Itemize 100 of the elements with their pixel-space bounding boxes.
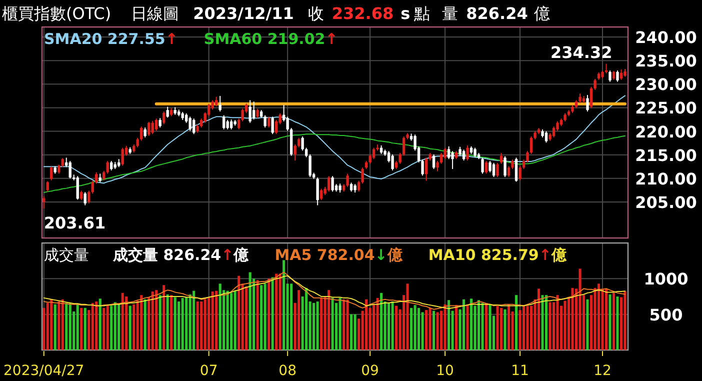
bar: [488, 304, 492, 350]
bar: [436, 312, 439, 350]
bar: [192, 290, 196, 350]
candlestick: [274, 119, 278, 135]
bar: [508, 304, 510, 350]
candlestick: [140, 126, 143, 142]
bar: [174, 297, 176, 350]
text: MA10 825.79↑億: [428, 246, 568, 264]
bar: [365, 299, 368, 350]
candlestick: [372, 147, 376, 160]
candlestick: [496, 162, 499, 178]
bar: [624, 291, 626, 350]
candlestick: [481, 157, 484, 174]
y-tick-label: 210.00: [635, 169, 697, 188]
bar: [376, 298, 379, 350]
bar: [118, 304, 120, 350]
candlestick: [604, 63, 608, 74]
bar: [238, 276, 240, 350]
candlestick: [218, 95, 222, 112]
bar: [226, 290, 229, 350]
bar: [106, 304, 109, 350]
candlestick: [500, 152, 503, 164]
line-series: [43, 95, 626, 184]
bar: [158, 295, 162, 350]
bar: [391, 301, 394, 350]
candlestick: [214, 96, 218, 107]
bar: [128, 306, 132, 350]
candlestick: [530, 136, 533, 154]
text: SMA20 227.55↑: [44, 30, 178, 48]
bar: [65, 302, 68, 350]
bar: [342, 299, 346, 350]
candlestick: [474, 147, 476, 158]
bar: [298, 290, 300, 350]
bar: [200, 301, 203, 350]
text: 億: [534, 4, 550, 23]
bar: [478, 300, 480, 350]
bar: [428, 308, 432, 350]
bar: [248, 272, 252, 350]
bar: [448, 300, 450, 350]
bar: [328, 290, 330, 350]
candlestick: [76, 176, 79, 200]
bar: [616, 296, 619, 350]
bar: [597, 284, 600, 350]
bar: [234, 290, 236, 350]
candlestick: [110, 160, 113, 171]
bar: [84, 308, 86, 350]
bar: [282, 260, 286, 350]
line-series: [43, 134, 626, 194]
candlestick: [514, 157, 518, 182]
bar: [485, 302, 488, 350]
candlestick: [267, 116, 270, 128]
bar: [245, 286, 248, 350]
candlestick: [424, 157, 428, 182]
candlestick: [136, 137, 139, 148]
candlestick: [620, 69, 623, 80]
candlestick: [504, 156, 506, 178]
bar: [230, 292, 233, 350]
x-tick-label: 11: [511, 363, 529, 379]
x-tick-label: 07: [200, 363, 218, 379]
candlestick: [252, 101, 256, 120]
y-tick-label: 220.00: [635, 122, 697, 142]
bar: [204, 299, 206, 350]
bar: [537, 288, 540, 350]
bar: [462, 299, 466, 350]
candlestick: [320, 188, 323, 201]
bar: [132, 304, 136, 350]
candlestick: [436, 160, 439, 172]
bar: [110, 306, 113, 350]
bar: [466, 304, 469, 350]
bar: [218, 284, 222, 350]
bar: [604, 288, 608, 350]
bar: [211, 292, 214, 350]
candlestick: [346, 173, 349, 188]
bar: [548, 302, 552, 350]
bar: [140, 295, 143, 350]
candlestick: [466, 144, 469, 161]
candlestick: [248, 100, 252, 124]
candlestick: [95, 172, 98, 184]
bar: [414, 305, 416, 350]
candlestick: [121, 147, 124, 166]
y-tick-label: 1000: [644, 270, 688, 289]
candlestick: [402, 136, 406, 156]
bar: [114, 302, 116, 350]
bar: [346, 299, 349, 350]
bar: [54, 304, 56, 350]
y-tick-label: 235.00: [635, 52, 697, 71]
bar: [260, 285, 263, 350]
bar: [354, 314, 356, 350]
candlestick: [544, 130, 548, 144]
candlestick: [84, 192, 86, 206]
bar: [305, 288, 308, 350]
bar: [98, 298, 102, 350]
y-tick-label: 500: [649, 305, 683, 324]
bar: [162, 285, 166, 350]
x-tick-label: 10: [436, 363, 454, 379]
bar: [496, 306, 499, 350]
candlestick: [327, 176, 330, 192]
bar: [421, 312, 424, 350]
bar: [95, 301, 98, 350]
bar: [410, 308, 413, 350]
